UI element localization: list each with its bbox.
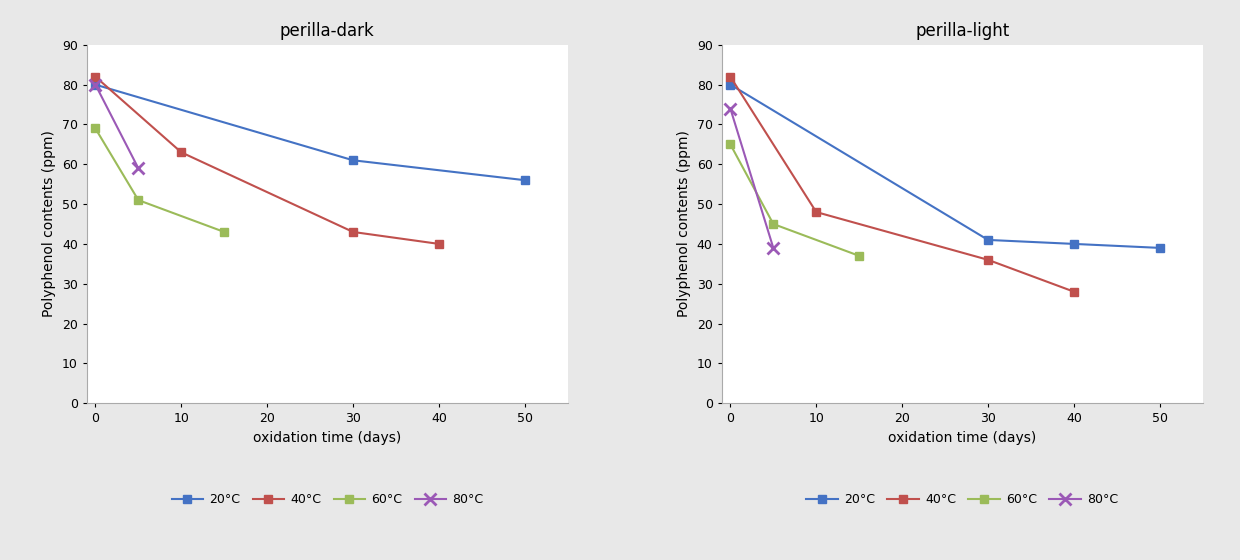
X-axis label: oxidation time (days): oxidation time (days) (888, 431, 1037, 445)
Title: perilla-dark: perilla-dark (280, 22, 374, 40)
Legend: 20°C, 40°C, 60°C, 80°C: 20°C, 40°C, 60°C, 80°C (801, 488, 1123, 511)
Title: perilla-light: perilla-light (915, 22, 1009, 40)
Legend: 20°C, 40°C, 60°C, 80°C: 20°C, 40°C, 60°C, 80°C (166, 488, 489, 511)
X-axis label: oxidation time (days): oxidation time (days) (253, 431, 402, 445)
Y-axis label: Polyphenol contents (ppm): Polyphenol contents (ppm) (677, 130, 691, 318)
Y-axis label: Polyphenol contents (ppm): Polyphenol contents (ppm) (42, 130, 56, 318)
